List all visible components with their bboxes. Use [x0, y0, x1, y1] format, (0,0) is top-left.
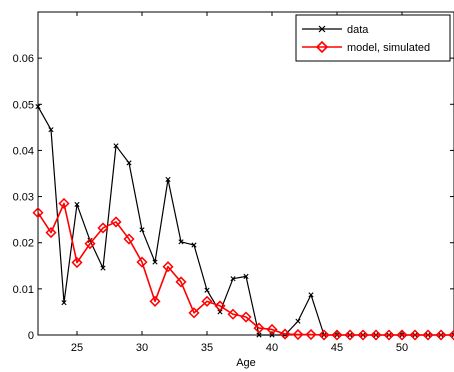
data-point-model-simulated — [227, 308, 239, 320]
x-tick-label: 40 — [266, 342, 278, 354]
data-point-data — [204, 287, 210, 293]
y-axis-ticks: 0 0.01 0.02 0.03 0.04 0.05 0.06 — [13, 53, 454, 342]
data-point-model-simulated — [240, 311, 252, 323]
y-tick-label: 0.04 — [13, 145, 34, 157]
data-point-model-simulated — [344, 329, 356, 341]
data-point-data — [113, 143, 119, 149]
data-point-model-simulated — [32, 207, 44, 219]
data-point-model-simulated — [292, 328, 304, 341]
data-point-model-simulated — [370, 329, 382, 341]
data-point-model-simulated — [266, 323, 278, 336]
x-tick-label: 30 — [136, 342, 148, 354]
data-point-model-simulated — [214, 300, 226, 312]
data-point-model-simulated — [318, 329, 330, 341]
data-point-model-simulated — [175, 276, 187, 288]
y-tick-label: 0.05 — [13, 99, 34, 111]
data-point-model-simulated — [253, 322, 265, 334]
legend-label-data: data — [347, 24, 369, 36]
data-point-model-simulated — [45, 227, 57, 239]
legend-entry-data: data — [302, 24, 369, 36]
x-tick-label: 25 — [71, 342, 83, 354]
data-point-model-simulated — [84, 238, 96, 250]
data-point-model-simulated — [331, 329, 343, 341]
data-point-data — [230, 276, 236, 282]
x-tick-label: 45 — [331, 342, 343, 354]
data-point-model-simulated — [201, 295, 213, 307]
legend-box — [295, 14, 451, 62]
data-point-model-simulated — [435, 329, 447, 341]
data-point-model-simulated — [136, 256, 148, 268]
y-tick-label: 0.03 — [13, 192, 34, 204]
data-point-data — [139, 227, 145, 233]
data-point-data — [126, 160, 132, 166]
legend-marker-data — [318, 25, 326, 33]
data-point-model-simulated — [409, 329, 421, 341]
legend-marker-model — [315, 40, 329, 54]
data-point-model-simulated — [305, 328, 317, 341]
data-point-data — [191, 242, 197, 248]
data-point-data — [308, 292, 314, 298]
data-point-model-simulated — [123, 233, 135, 245]
x-axis-ticks: 25 30 35 40 45 50 — [71, 12, 408, 354]
data-point-model-simulated — [279, 328, 291, 340]
y-tick-label: 0.01 — [13, 284, 34, 296]
data-point-model-simulated — [71, 256, 83, 269]
data-point-data — [256, 332, 262, 338]
data-point-model-simulated — [448, 329, 454, 341]
data-point-model-simulated — [97, 222, 109, 234]
data-point-data — [35, 104, 41, 110]
data-point-data — [74, 201, 80, 208]
x-tick-label: 35 — [201, 342, 213, 354]
data-point-model-simulated — [58, 197, 70, 210]
plot-area — [37, 11, 454, 336]
x-axis-label: Age — [236, 357, 256, 369]
series-model-simulated — [32, 197, 454, 341]
data-point-model-simulated — [357, 329, 369, 341]
data-point-model-simulated — [383, 329, 395, 341]
data-point-model-simulated — [162, 261, 174, 273]
data-point-data — [451, 332, 454, 338]
x-tick-label: 50 — [396, 342, 408, 354]
data-point-model-simulated — [149, 295, 161, 307]
data-point-model-simulated — [396, 329, 408, 341]
data-point-data — [48, 127, 54, 133]
data-point-model-simulated — [422, 329, 434, 341]
data-point-data — [152, 259, 158, 265]
data-point-data — [243, 273, 249, 279]
y-tick-label: 0.02 — [13, 238, 34, 250]
data-point-data — [295, 318, 301, 324]
legend: data model, simulated — [295, 14, 451, 62]
data-point-data — [178, 239, 184, 245]
data-point-model-simulated — [110, 216, 122, 228]
legend-label-model: model, simulated — [347, 42, 430, 54]
data-point-model-simulated — [188, 307, 200, 319]
series-layer — [32, 104, 454, 341]
data-point-data — [100, 265, 106, 271]
data-point-data — [165, 176, 171, 183]
data-point-data — [61, 300, 67, 306]
y-tick-label: 0 — [28, 330, 34, 342]
data-point-data — [217, 309, 223, 315]
legend-entry-model-simulated: model, simulated — [302, 40, 430, 54]
y-tick-label: 0.06 — [13, 53, 34, 65]
